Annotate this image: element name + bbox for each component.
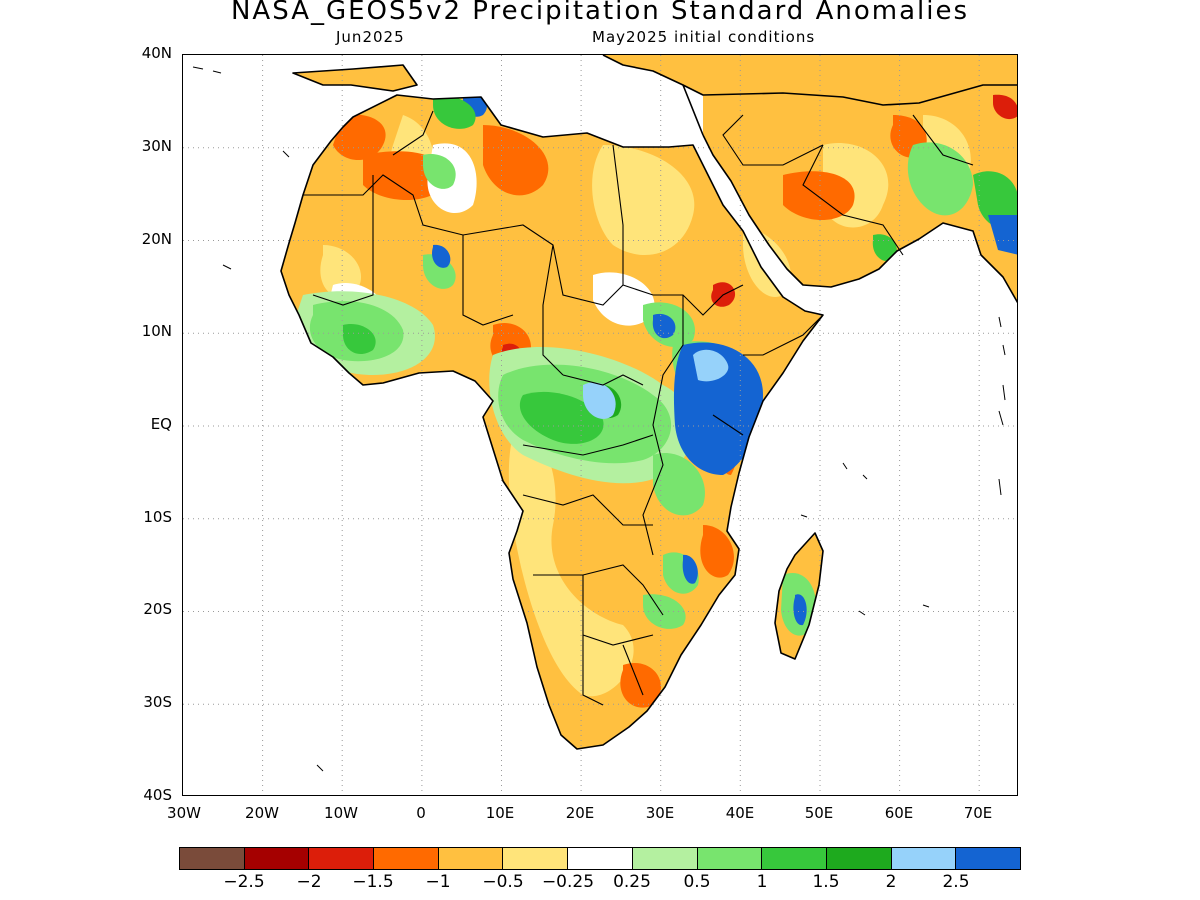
colorbar-box — [244, 848, 310, 869]
y-tick-label: 40N — [141, 44, 172, 62]
colorbar-label: −2 — [296, 872, 322, 892]
x-tick-label: 40E — [725, 804, 755, 822]
x-tick-label: 50E — [804, 804, 834, 822]
colorbar-box — [956, 848, 1020, 869]
colorbar-box — [503, 848, 569, 869]
y-tick-label: 10N — [141, 322, 172, 340]
y-tick-label: 30N — [141, 137, 172, 155]
colorbar-box — [309, 848, 375, 869]
colorbar-label: 0.5 — [683, 872, 711, 892]
colorbar — [179, 847, 1021, 870]
colorbar-label: 0.25 — [613, 872, 651, 892]
x-tick-label: 20W — [245, 804, 279, 822]
precipitation-anomaly-map — [183, 55, 1017, 795]
x-tick-label: 30E — [645, 804, 675, 822]
y-tick-label: 20S — [143, 600, 172, 618]
colorbar-label: −0.5 — [482, 872, 524, 892]
colorbar-label: 1 — [756, 872, 768, 892]
colorbar-box — [180, 848, 245, 869]
colorbar-box — [762, 848, 827, 869]
country-borders — [303, 110, 974, 706]
colorbar-box — [374, 848, 439, 869]
colorbar-box — [438, 848, 504, 869]
chart-title: NASA_GEOS5v2 Precipitation Standard Anom… — [230, 0, 970, 26]
colorbar-label: 1.5 — [812, 872, 840, 892]
x-tick-label: 0 — [416, 804, 426, 822]
map-gridlines — [183, 55, 1017, 795]
x-tick-label: 70E — [963, 804, 993, 822]
coastlines — [280, 55, 1017, 750]
x-tick-label: 30W — [167, 804, 201, 822]
colorbar-box — [697, 848, 763, 869]
islands — [192, 66, 1006, 772]
y-tick-label: 20N — [141, 230, 172, 248]
colorbar-box — [891, 848, 957, 869]
y-tick-label: EQ — [150, 415, 172, 433]
colorbar-box — [632, 848, 698, 869]
x-tick-label: 60E — [884, 804, 914, 822]
colorbar-label: 2 — [885, 872, 897, 892]
colorbar-box — [568, 848, 633, 869]
x-tick-label: 20E — [565, 804, 595, 822]
x-tick-label: 10E — [485, 804, 515, 822]
colorbar-label: −0.25 — [541, 872, 595, 892]
initial-conditions-label: May2025 initial conditions — [592, 28, 816, 46]
colorbar-label: −2.5 — [223, 872, 265, 892]
forecast-month-label: Jun2025 — [336, 28, 405, 46]
colorbar-label: −1 — [425, 872, 451, 892]
colorbar-label: 2.5 — [942, 872, 970, 892]
y-tick-label: 40S — [143, 786, 172, 804]
colorbar-box — [826, 848, 892, 869]
y-tick-label: 10S — [143, 508, 172, 526]
colorbar-label: −1.5 — [352, 872, 394, 892]
y-tick-label: 30S — [143, 693, 172, 711]
map-panel — [182, 54, 1018, 796]
x-tick-label: 10W — [324, 804, 358, 822]
